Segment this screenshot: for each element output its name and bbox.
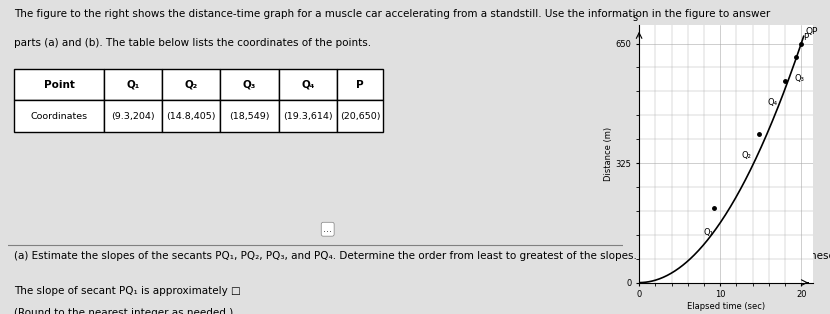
FancyBboxPatch shape [220, 69, 279, 100]
Text: (18,549): (18,549) [229, 112, 270, 121]
Text: The slope of secant PQ₁ is approximately □: The slope of secant PQ₁ is approximately… [14, 286, 242, 296]
FancyBboxPatch shape [104, 69, 162, 100]
Text: (19.3,614): (19.3,614) [283, 112, 333, 121]
Text: Q₄: Q₄ [301, 80, 315, 90]
FancyBboxPatch shape [14, 100, 104, 132]
Text: Q₄: Q₄ [768, 98, 778, 107]
Text: ...: ... [323, 224, 332, 234]
FancyBboxPatch shape [279, 100, 337, 132]
Text: s: s [632, 13, 637, 23]
Text: The figure to the right shows the distance-time graph for a muscle car accelerat: The figure to the right shows the distan… [14, 9, 771, 19]
Text: Coordinates: Coordinates [31, 112, 87, 121]
Text: parts (a) and (b). The table below lists the coordinates of the points.: parts (a) and (b). The table below lists… [14, 38, 372, 48]
Text: QP: QP [805, 27, 818, 36]
Y-axis label: Distance (m): Distance (m) [603, 127, 613, 181]
Text: Q₂: Q₂ [184, 80, 198, 90]
Text: (20,650): (20,650) [339, 112, 380, 121]
Text: Point: Point [43, 80, 75, 90]
Text: (14.8,405): (14.8,405) [166, 112, 216, 121]
FancyBboxPatch shape [162, 69, 220, 100]
Text: Q₁: Q₁ [704, 228, 714, 237]
Text: P: P [356, 80, 364, 90]
Text: (a) Estimate the slopes of the secants PQ₁, PQ₂, PQ₃, and PQ₄. Determine the ord: (a) Estimate the slopes of the secants P… [14, 251, 830, 261]
Text: Q₂: Q₂ [742, 151, 751, 160]
FancyBboxPatch shape [220, 100, 279, 132]
Text: Q₃: Q₃ [242, 80, 256, 90]
Text: P: P [803, 34, 808, 42]
FancyBboxPatch shape [337, 100, 383, 132]
X-axis label: Elapsed time (sec): Elapsed time (sec) [687, 302, 765, 311]
FancyBboxPatch shape [104, 100, 162, 132]
FancyBboxPatch shape [279, 69, 337, 100]
Text: (Round to the nearest integer as needed.): (Round to the nearest integer as needed.… [14, 308, 234, 314]
Text: Q₃: Q₃ [795, 74, 804, 84]
Text: (9.3,204): (9.3,204) [111, 112, 154, 121]
Text: Q₁: Q₁ [126, 80, 139, 90]
FancyBboxPatch shape [162, 100, 220, 132]
FancyBboxPatch shape [337, 69, 383, 100]
FancyBboxPatch shape [14, 69, 104, 100]
